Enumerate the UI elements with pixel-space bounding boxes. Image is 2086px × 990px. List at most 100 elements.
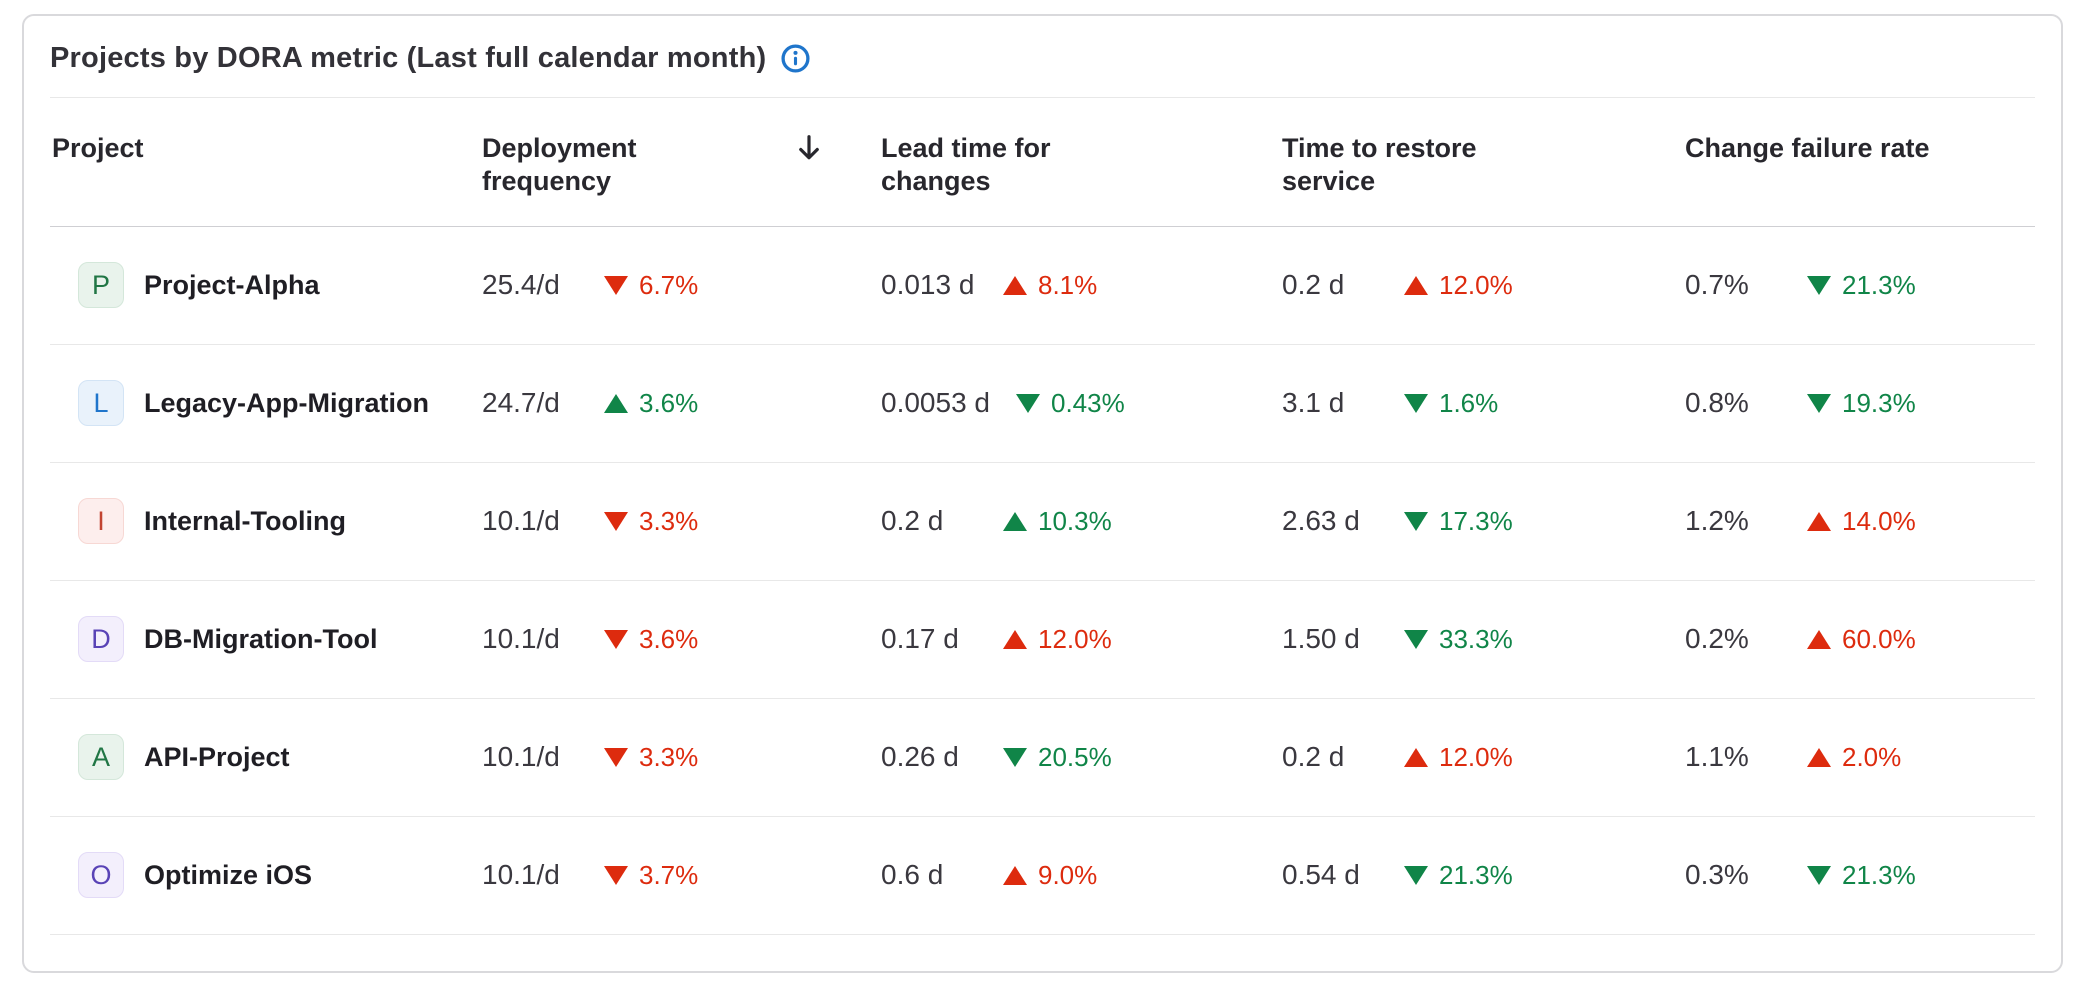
avatar-initial: L: [93, 387, 109, 418]
metric-time-to-restore: 0.54 d 21.3%: [1282, 859, 1685, 891]
trend-arrow-icon: [604, 629, 628, 649]
metric-value: 0.54 d: [1282, 859, 1360, 891]
trend-delta: 21.3%: [1842, 859, 1916, 890]
dora-metrics-card: Projects by DORA metric (Last full calen…: [22, 14, 2063, 973]
avatar-initial: I: [97, 505, 105, 536]
project-avatar: A: [78, 734, 124, 781]
trend-arrow-icon: [1003, 629, 1027, 649]
project-link[interactable]: L Legacy-App-Migration: [50, 380, 482, 427]
trend-delta: 3.6%: [639, 387, 699, 418]
trend: 1.6%: [1404, 388, 1498, 419]
avatar-initial: O: [90, 859, 112, 890]
avatar-initial: D: [91, 623, 111, 654]
trend-delta: 20.5%: [1038, 741, 1112, 772]
table-row: A API-Project 10.1/d 3.3% 0.26 d 20.5% 0…: [50, 699, 2035, 817]
metric-value: 0.3%: [1685, 859, 1749, 891]
metric-value: 0.8%: [1685, 387, 1749, 419]
project-name: Internal-Tooling: [144, 505, 346, 536]
metric-deployment-frequency: 25.4/d 6.7%: [482, 269, 881, 301]
trend: 2.0%: [1807, 742, 1901, 773]
metric-change-failure-rate: 1.2% 14.0%: [1685, 505, 2040, 537]
arrow-down-icon[interactable]: [794, 133, 824, 163]
trend-delta: 3.6%: [639, 623, 699, 654]
info-icon[interactable]: [780, 43, 811, 74]
metric-lead-time: 0.0053 d 0.43%: [881, 387, 1282, 419]
trend-delta: 8.1%: [1038, 269, 1098, 300]
column-header-project[interactable]: Project: [52, 133, 144, 163]
trend: 6.7%: [604, 270, 698, 301]
metric-value: 24.7/d: [482, 387, 560, 419]
trend-arrow-icon: [1003, 865, 1027, 885]
trend: 14.0%: [1807, 506, 1916, 537]
column-header-time-to-restore[interactable]: Time to restore service: [1282, 133, 1477, 196]
project-name: Optimize iOS: [144, 859, 313, 890]
trend: 12.0%: [1003, 624, 1112, 655]
trend: 21.3%: [1807, 270, 1916, 301]
metric-value: 0.2 d: [1282, 741, 1345, 773]
trend: 19.3%: [1807, 388, 1916, 419]
metric-lead-time: 0.26 d 20.5%: [881, 741, 1282, 773]
trend-delta: 33.3%: [1439, 623, 1513, 654]
metric-change-failure-rate: 1.1% 2.0%: [1685, 741, 2040, 773]
trend-arrow-icon: [1807, 747, 1831, 767]
metric-value: 10.1/d: [482, 623, 560, 655]
trend: 33.3%: [1404, 624, 1513, 655]
metric-value: 1.2%: [1685, 505, 1749, 537]
metric-value: 0.0053 d: [881, 387, 990, 419]
trend-delta: 21.3%: [1842, 269, 1916, 300]
trend-delta: 14.0%: [1842, 505, 1916, 536]
trend-delta: 3.3%: [639, 505, 699, 536]
project-name: DB-Migration-Tool: [144, 623, 378, 654]
trend-delta: 19.3%: [1842, 387, 1916, 418]
trend: 12.0%: [1404, 270, 1513, 301]
metric-time-to-restore: 0.2 d 12.0%: [1282, 741, 1685, 773]
metric-value: 0.6 d: [881, 859, 944, 891]
trend-delta: 60.0%: [1842, 623, 1916, 654]
trend-delta: 10.3%: [1038, 505, 1112, 536]
trend-arrow-icon: [1807, 275, 1831, 295]
trend-delta: 1.6%: [1439, 387, 1499, 418]
metric-value: 10.1/d: [482, 505, 560, 537]
table-row: O Optimize iOS 10.1/d 3.7% 0.6 d 9.0% 0.…: [50, 817, 2035, 935]
project-link[interactable]: I Internal-Tooling: [50, 498, 482, 545]
trend-delta: 12.0%: [1439, 269, 1513, 300]
trend: 3.3%: [604, 742, 698, 773]
trend: 10.3%: [1003, 506, 1112, 537]
metric-value: 0.2%: [1685, 623, 1749, 655]
project-link[interactable]: A API-Project: [50, 734, 482, 781]
metric-deployment-frequency: 10.1/d 3.3%: [482, 741, 881, 773]
trend-arrow-icon: [1016, 393, 1040, 413]
avatar-initial: A: [91, 741, 110, 772]
trend-arrow-icon: [1807, 511, 1831, 531]
trend: 8.1%: [1003, 270, 1097, 301]
metric-change-failure-rate: 0.7% 21.3%: [1685, 269, 2040, 301]
project-link[interactable]: O Optimize iOS: [50, 852, 482, 899]
trend-arrow-icon: [604, 393, 628, 413]
metric-time-to-restore: 1.50 d 33.3%: [1282, 623, 1685, 655]
metric-time-to-restore: 3.1 d 1.6%: [1282, 387, 1685, 419]
metric-value: 2.63 d: [1282, 505, 1360, 537]
column-header-deployment-frequency[interactable]: Deployment frequency: [482, 132, 881, 198]
metric-lead-time: 0.2 d 10.3%: [881, 505, 1282, 537]
trend: 9.0%: [1003, 860, 1097, 891]
project-avatar: O: [78, 852, 124, 899]
metric-change-failure-rate: 0.8% 19.3%: [1685, 387, 2040, 419]
metric-value: 1.1%: [1685, 741, 1749, 773]
trend-delta: 9.0%: [1038, 859, 1098, 890]
table-header-row: Project Deployment frequency Lead time f…: [50, 98, 2035, 227]
metric-change-failure-rate: 0.2% 60.0%: [1685, 623, 2040, 655]
trend: 3.6%: [604, 624, 698, 655]
project-name: Project-Alpha: [144, 269, 320, 300]
trend-arrow-icon: [604, 865, 628, 885]
metric-value: 0.013 d: [881, 269, 975, 301]
project-link[interactable]: P Project-Alpha: [50, 262, 482, 309]
column-header-lead-time[interactable]: Lead time for changes: [881, 133, 1051, 196]
metric-change-failure-rate: 0.3% 21.3%: [1685, 859, 2040, 891]
metric-value: 0.17 d: [881, 623, 959, 655]
trend: 21.3%: [1807, 860, 1916, 891]
project-link[interactable]: D DB-Migration-Tool: [50, 616, 482, 663]
column-header-change-failure-rate[interactable]: Change failure rate: [1685, 133, 1930, 163]
trend-arrow-icon: [604, 511, 628, 531]
trend-arrow-icon: [1404, 393, 1428, 413]
trend: 21.3%: [1404, 860, 1513, 891]
